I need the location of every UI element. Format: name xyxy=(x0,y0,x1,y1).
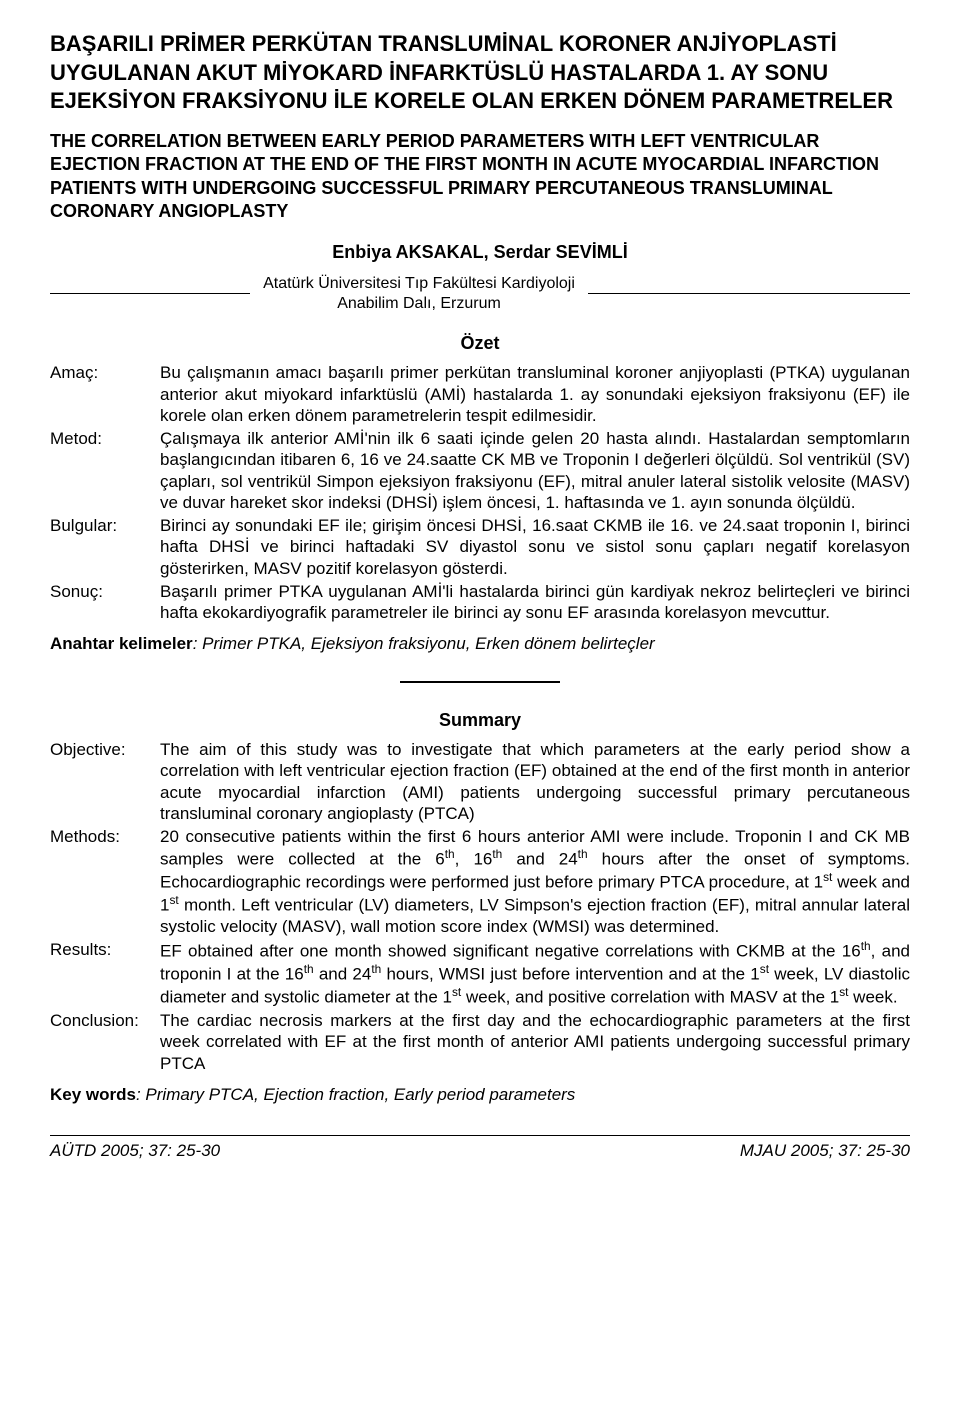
ozet-bulgular-row: Bulgular: Birinci ay sonundaki EF ile; g… xyxy=(50,515,910,579)
ozet-metod-text: Çalışmaya ilk anterior AMİ'nin ilk 6 saa… xyxy=(160,428,910,513)
summary-heading: Summary xyxy=(50,709,910,732)
summary-conclusion-text: The cardiac necrosis markers at the firs… xyxy=(160,1010,910,1074)
summary-conclusion-label: Conclusion: xyxy=(50,1010,160,1074)
footer-right: MJAU 2005; 37: 25-30 xyxy=(740,1140,910,1161)
section-divider xyxy=(400,681,560,683)
ozet-amac-row: Amaç: Bu çalışmanın amacı başarılı prime… xyxy=(50,362,910,426)
affiliation: Atatürk Üniversitesi Tıp Fakültesi Kardi… xyxy=(250,274,588,314)
ozet-amac-label: Amaç: xyxy=(50,362,160,426)
ozet-sonuc-row: Sonuç: Başarılı primer PTKA uygulanan AM… xyxy=(50,581,910,624)
ozet-metod-row: Metod: Çalışmaya ilk anterior AMİ'nin il… xyxy=(50,428,910,513)
summary-block: Objective: The aim of this study was to … xyxy=(50,739,910,1074)
key-words: Key words: Primary PTCA, Ejection fracti… xyxy=(50,1084,910,1105)
key-value: : Primary PTCA, Ejection fraction, Early… xyxy=(136,1085,575,1104)
summary-methods-text: 20 consecutive patients within the first… xyxy=(160,826,910,937)
summary-results-row: Results: EF obtained after one month sho… xyxy=(50,939,910,1008)
anahtar-kelimeler: Anahtar kelimeler: Primer PTKA, Ejeksiyo… xyxy=(50,633,910,654)
summary-objective-row: Objective: The aim of this study was to … xyxy=(50,739,910,824)
rule-left xyxy=(50,293,250,294)
summary-results-label: Results: xyxy=(50,939,160,1008)
page-footer: AÜTD 2005; 37: 25-30 MJAU 2005; 37: 25-3… xyxy=(50,1135,910,1161)
summary-objective-text: The aim of this study was to investigate… xyxy=(160,739,910,824)
summary-conclusion-row: Conclusion: The cardiac necrosis markers… xyxy=(50,1010,910,1074)
summary-results-text: EF obtained after one month showed signi… xyxy=(160,939,910,1008)
ozet-heading: Özet xyxy=(50,332,910,355)
title-english: THE CORRELATION BETWEEN EARLY PERIOD PAR… xyxy=(50,130,910,224)
anahtar-value: : Primer PTKA, Ejeksiyon fraksiyonu, Erk… xyxy=(193,634,655,653)
ozet-bulgular-text: Birinci ay sonundaki EF ile; girişim önc… xyxy=(160,515,910,579)
affiliation-row: Atatürk Üniversitesi Tıp Fakültesi Kardi… xyxy=(50,274,910,314)
footer-left: AÜTD 2005; 37: 25-30 xyxy=(50,1140,220,1161)
ozet-sonuc-text: Başarılı primer PTKA uygulanan AMİ'li ha… xyxy=(160,581,910,624)
ozet-block: Amaç: Bu çalışmanın amacı başarılı prime… xyxy=(50,362,910,623)
ozet-sonuc-label: Sonuç: xyxy=(50,581,160,624)
summary-methods-label: Methods: xyxy=(50,826,160,937)
ozet-amac-text: Bu çalışmanın amacı başarılı primer perk… xyxy=(160,362,910,426)
ozet-metod-label: Metod: xyxy=(50,428,160,513)
anahtar-label: Anahtar kelimeler xyxy=(50,634,193,653)
ozet-bulgular-label: Bulgular: xyxy=(50,515,160,579)
summary-objective-label: Objective: xyxy=(50,739,160,824)
summary-methods-row: Methods: 20 consecutive patients within … xyxy=(50,826,910,937)
title-block: BAŞARILI PRİMER PERKÜTAN TRANSLUMİNAL KO… xyxy=(50,30,910,223)
authors: Enbiya AKSAKAL, Serdar SEVİMLİ xyxy=(50,241,910,264)
title-turkish: BAŞARILI PRİMER PERKÜTAN TRANSLUMİNAL KO… xyxy=(50,30,910,116)
key-label: Key words xyxy=(50,1085,136,1104)
rule-right xyxy=(588,293,910,294)
